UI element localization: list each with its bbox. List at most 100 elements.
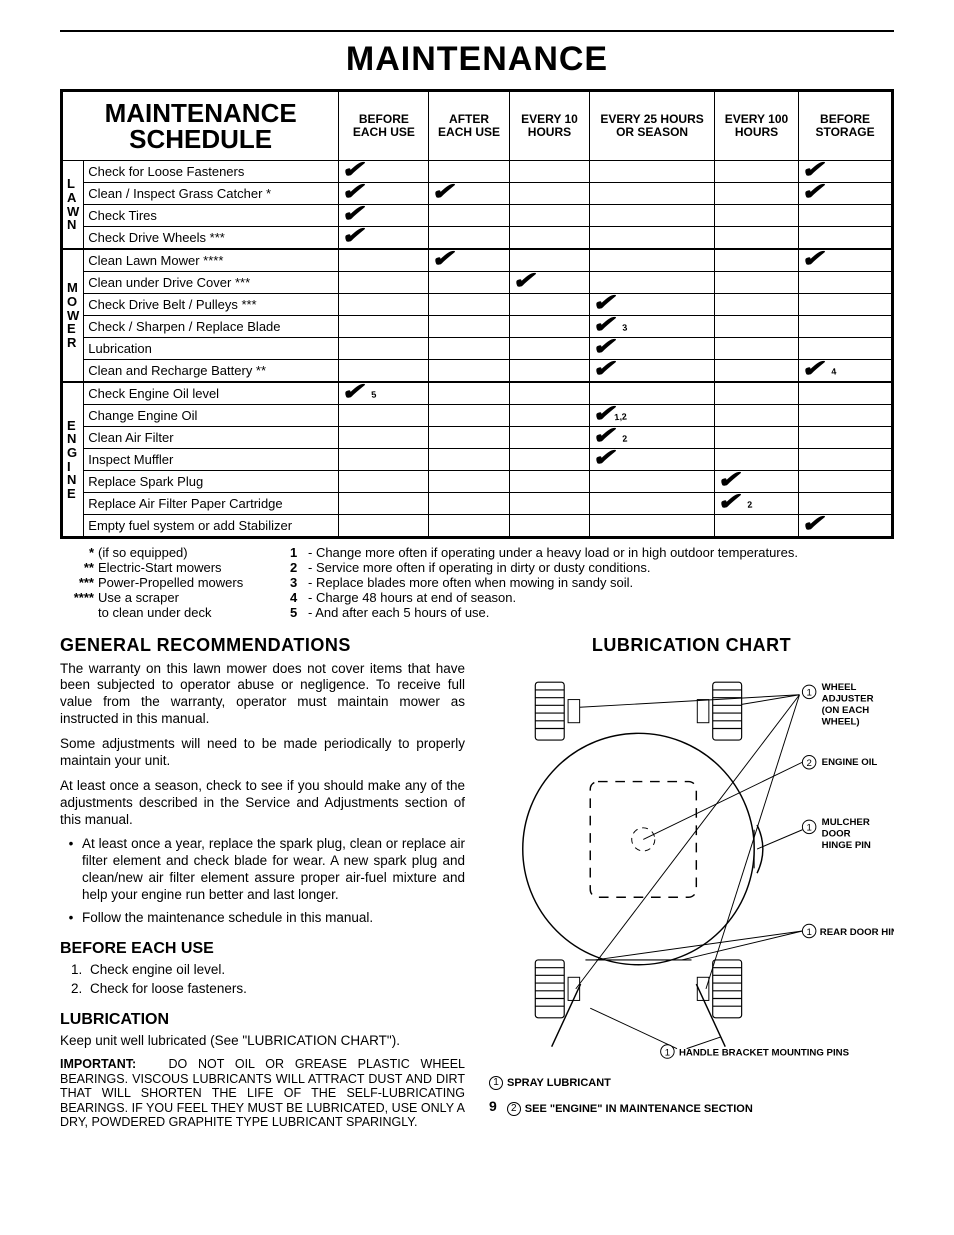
schedule-title: MAINTENANCE SCHEDULE bbox=[62, 91, 339, 161]
table-row: Lubrication✔ bbox=[62, 338, 893, 360]
svg-text:(ON EACH: (ON EACH bbox=[822, 705, 870, 716]
checkmark-icon: ✔ bbox=[591, 361, 616, 377]
check-cell: ✔ bbox=[799, 515, 893, 538]
lube-chart-heading: LUBRICATION CHART bbox=[489, 634, 894, 657]
footnote-asterisk: *(if so equipped) bbox=[60, 545, 270, 560]
task-cell: Lubrication bbox=[84, 338, 339, 360]
check-cell bbox=[590, 515, 715, 538]
check-cell bbox=[714, 427, 798, 449]
check-cell bbox=[590, 161, 715, 183]
check-cell bbox=[590, 249, 715, 272]
table-row: Empty fuel system or add Stabilizer✔ bbox=[62, 515, 893, 538]
svg-text:REAR DOOR HINGE: REAR DOOR HINGE bbox=[820, 926, 894, 937]
col-every-10h: EVERY 10 HOURS bbox=[509, 91, 590, 161]
task-cell: Check / Sharpen / Replace Blade bbox=[84, 316, 339, 338]
checkmark-icon: ✔3 bbox=[591, 317, 616, 333]
col-after-each-use: AFTER EACH USE bbox=[429, 91, 509, 161]
svg-text:1: 1 bbox=[806, 926, 811, 937]
task-cell: Replace Air Filter Paper Cartridge bbox=[84, 493, 339, 515]
right-column: LUBRICATION CHART bbox=[489, 634, 894, 1137]
check-cell bbox=[509, 493, 590, 515]
check-cell bbox=[714, 205, 798, 227]
table-row: Check Drive Wheels ***✔ bbox=[62, 227, 893, 250]
check-cell bbox=[339, 272, 429, 294]
checkmark-icon: ✔ bbox=[340, 162, 365, 178]
footnote-number: 5 - And after each 5 hours of use. bbox=[290, 605, 798, 620]
lube-chart-diagram: 1 WHEEL ADJUSTER (ON EACH WHEEL) 2 ENGIN… bbox=[489, 661, 894, 1071]
task-cell: Check Drive Wheels *** bbox=[84, 227, 339, 250]
check-cell: ✔ bbox=[429, 183, 509, 205]
check-cell bbox=[714, 272, 798, 294]
svg-text:1: 1 bbox=[806, 822, 811, 833]
checkmark-icon: ✔ bbox=[340, 228, 365, 244]
left-column: GENERAL RECOMMENDATIONS The warranty on … bbox=[60, 634, 465, 1137]
check-cell bbox=[339, 294, 429, 316]
svg-text:DOOR: DOOR bbox=[822, 828, 851, 839]
check-cell: ✔ bbox=[590, 449, 715, 471]
before-item-2: Check for loose fasteners. bbox=[86, 981, 465, 998]
table-row: Replace Air Filter Paper Cartridge ✔2 bbox=[62, 493, 893, 515]
check-cell: ✔2 bbox=[714, 493, 798, 515]
check-cell bbox=[339, 493, 429, 515]
page-title: MAINTENANCE bbox=[60, 40, 894, 79]
check-cell bbox=[509, 161, 590, 183]
checkmark-icon: ✔ bbox=[591, 450, 616, 466]
check-cell bbox=[799, 272, 893, 294]
check-cell bbox=[429, 205, 509, 227]
gen-rec-heading: GENERAL RECOMMENDATIONS bbox=[60, 634, 465, 657]
gen-rec-bullet-2: Follow the maintenance schedule in this … bbox=[60, 910, 465, 927]
check-cell bbox=[509, 316, 590, 338]
check-cell bbox=[714, 338, 798, 360]
checkmark-icon: ✔ bbox=[800, 516, 825, 532]
check-cell: ✔ bbox=[590, 360, 715, 383]
check-cell bbox=[590, 493, 715, 515]
lube-key-1: 1 SPRAY LUBRICANT bbox=[489, 1076, 894, 1090]
check-cell: ✔4 bbox=[799, 360, 893, 383]
check-cell bbox=[714, 183, 798, 205]
check-cell bbox=[590, 471, 715, 493]
before-item-1: Check engine oil level. bbox=[86, 962, 465, 979]
check-cell bbox=[509, 338, 590, 360]
footnote-number: 2 - Service more often if operating in d… bbox=[290, 560, 798, 575]
check-cell bbox=[590, 205, 715, 227]
check-cell bbox=[509, 427, 590, 449]
task-cell: Clean Lawn Mower **** bbox=[84, 249, 339, 272]
check-cell bbox=[509, 205, 590, 227]
check-cell bbox=[339, 515, 429, 538]
check-cell bbox=[509, 449, 590, 471]
checkmark-icon: ✔2 bbox=[591, 428, 616, 444]
task-cell: Check Drive Belt / Pulleys *** bbox=[84, 294, 339, 316]
check-cell: ✔ bbox=[799, 183, 893, 205]
table-row: MOWERClean Lawn Mower ****✔✔ bbox=[62, 249, 893, 272]
table-row: Clean under Drive Cover ***✔ bbox=[62, 272, 893, 294]
checkmark-icon: ✔ bbox=[430, 251, 455, 267]
check-cell bbox=[799, 427, 893, 449]
task-cell: Clean and Recharge Battery ** bbox=[84, 360, 339, 383]
lubrication-p1: Keep unit well lubricated (See "LUBRICAT… bbox=[60, 1033, 465, 1050]
important-label: IMPORTANT: bbox=[60, 1057, 136, 1071]
check-cell bbox=[509, 294, 590, 316]
footnote-asterisk: ****Use a scraper bbox=[60, 590, 270, 605]
svg-text:ADJUSTER: ADJUSTER bbox=[822, 693, 874, 704]
check-cell bbox=[714, 382, 798, 405]
check-cell bbox=[339, 405, 429, 427]
col-before-storage: BEFORE STORAGE bbox=[799, 91, 893, 161]
body-columns: GENERAL RECOMMENDATIONS The warranty on … bbox=[60, 634, 894, 1137]
task-cell: Check Engine Oil level bbox=[84, 382, 339, 405]
gen-rec-bullets: At least once a year, replace the spark … bbox=[60, 836, 465, 926]
svg-text:WHEEL): WHEEL) bbox=[822, 716, 860, 727]
check-cell bbox=[714, 161, 798, 183]
lube-key-2: 2 SEE "ENGINE" IN MAINTENANCE SECTION bbox=[507, 1102, 753, 1116]
check-cell bbox=[714, 316, 798, 338]
section-label: MOWER bbox=[62, 249, 84, 382]
check-cell bbox=[799, 294, 893, 316]
footnote-number: 1 - Change more often if operating under… bbox=[290, 545, 798, 560]
check-cell bbox=[509, 515, 590, 538]
check-cell bbox=[429, 316, 509, 338]
task-cell: Clean / Inspect Grass Catcher * bbox=[84, 183, 339, 205]
checkmark-icon: ✔5 bbox=[340, 384, 365, 400]
check-cell bbox=[714, 294, 798, 316]
lube-chart-svg: 1 WHEEL ADJUSTER (ON EACH WHEEL) 2 ENGIN… bbox=[489, 661, 894, 1066]
check-cell bbox=[714, 405, 798, 427]
table-row: Clean / Inspect Grass Catcher *✔✔✔ bbox=[62, 183, 893, 205]
